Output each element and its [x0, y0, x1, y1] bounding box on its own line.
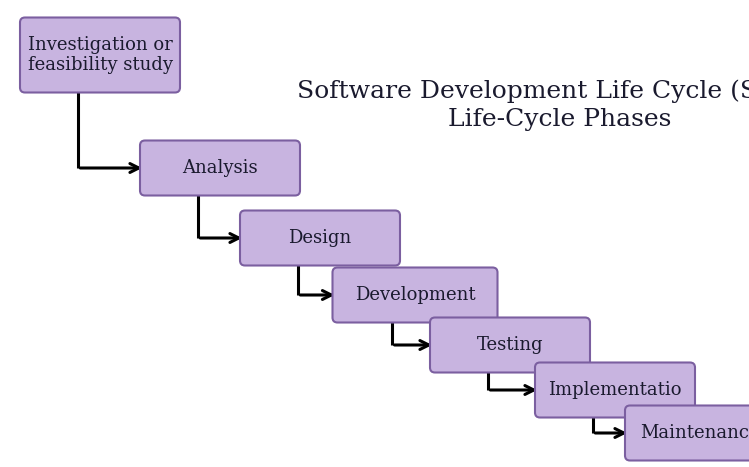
FancyBboxPatch shape — [140, 141, 300, 196]
Text: Software Development Life Cycle (SDLC)
Life-Cycle Phases: Software Development Life Cycle (SDLC) L… — [297, 79, 749, 131]
FancyBboxPatch shape — [20, 17, 180, 92]
FancyBboxPatch shape — [625, 405, 749, 460]
Text: Investigation or
feasibility study: Investigation or feasibility study — [28, 35, 172, 74]
FancyBboxPatch shape — [535, 362, 695, 417]
FancyBboxPatch shape — [430, 318, 590, 373]
Text: Development: Development — [355, 286, 476, 304]
Text: Implementatio: Implementatio — [548, 381, 682, 399]
Text: Testing: Testing — [476, 336, 543, 354]
Text: Maintenance: Maintenance — [640, 424, 749, 442]
FancyBboxPatch shape — [333, 268, 497, 323]
Text: Design: Design — [288, 229, 351, 247]
FancyBboxPatch shape — [240, 211, 400, 266]
Text: Analysis: Analysis — [182, 159, 258, 177]
